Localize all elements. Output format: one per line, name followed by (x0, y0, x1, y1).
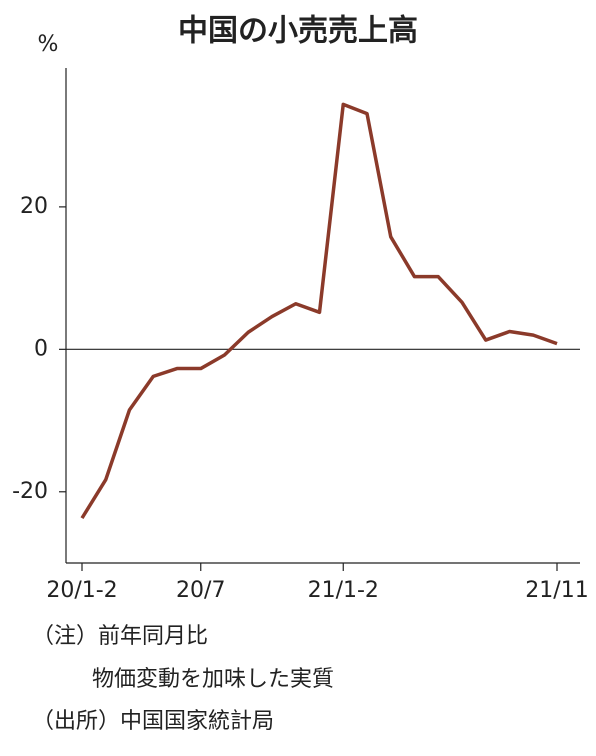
x-tick-label: 20/7 (176, 578, 225, 603)
y-axis-unit: % (38, 32, 59, 57)
note: 物価変動を加味した実質 (92, 667, 334, 692)
x-tick-label: 21/11 (525, 578, 588, 603)
data-line (80, 102, 558, 520)
y-tick-label: 20 (20, 194, 48, 219)
y-tick-label: 0 (34, 336, 48, 361)
note: （出所）中国国家統計局 (32, 709, 274, 734)
note: （注）前年同月比 (32, 624, 208, 649)
chart-title: 中国の小売売上高 (178, 14, 418, 49)
x-tick-label: 21/1-2 (308, 578, 379, 603)
y-tick-label: -20 (12, 479, 48, 504)
x-tick-label: 20/1-2 (46, 578, 117, 603)
